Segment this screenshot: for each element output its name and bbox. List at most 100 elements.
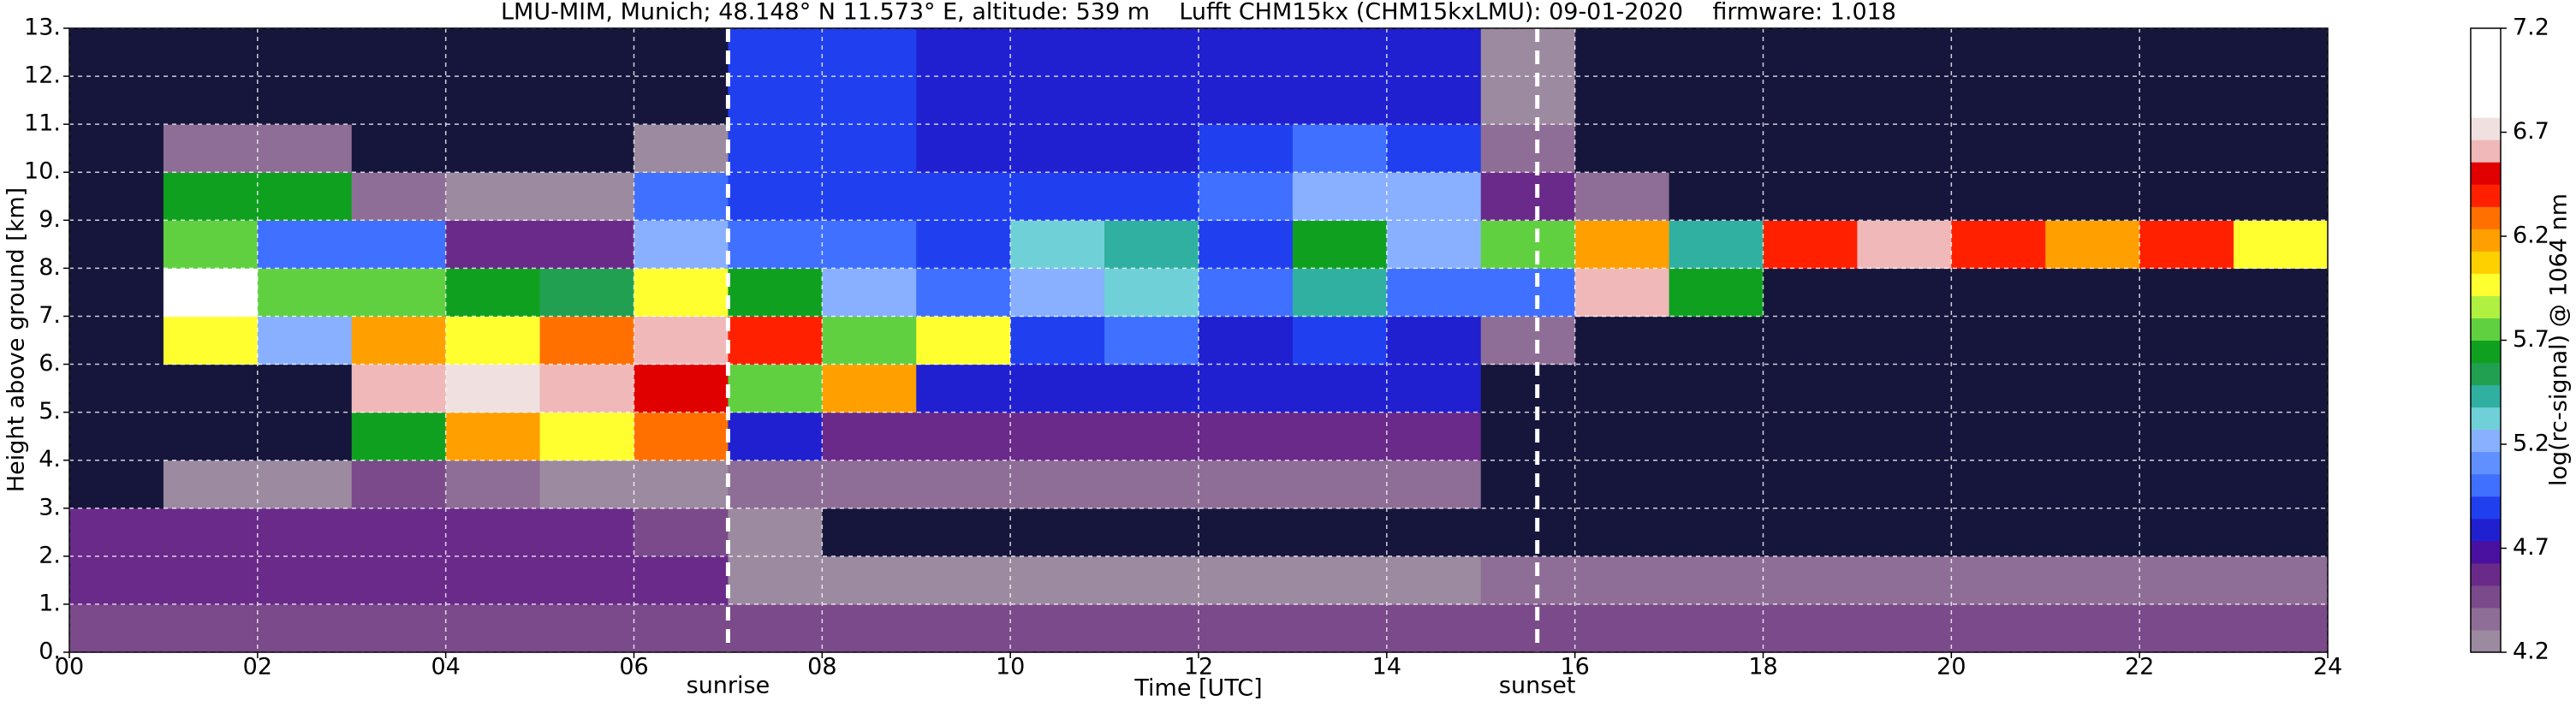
heatmap-cell [351,508,447,557]
heatmap-cell [539,76,634,125]
x-tick-label: 08 [807,654,836,680]
heatmap-cell [1574,124,1670,173]
colorbar-tick-label: 5.2 [2513,431,2549,457]
y-tick-label: 13. [24,15,61,41]
heatmap-cell [69,556,164,605]
heatmap-cell [1292,76,1388,125]
colorbar-segment [2471,251,2501,274]
heatmap-cell [539,508,634,557]
colorbar-segment [2471,473,2501,497]
heatmap-cell [2234,603,2329,653]
heatmap-cell [1199,364,1294,413]
heatmap-cell [728,412,823,461]
heatmap-cell [2139,556,2234,605]
heatmap-cell [69,603,164,653]
heatmap-cell [1480,28,1576,77]
heatmap-cell [1199,28,1294,77]
heatmap-cell [1010,268,1105,317]
heatmap-cell [351,412,447,461]
heatmap-cell [1763,220,1858,269]
heatmap-cell [916,124,1011,173]
x-tick-label: 12 [1184,654,1213,680]
heatmap-cell [2139,364,2234,413]
heatmap-cell [1763,76,1858,125]
heatmap-cell [1199,172,1294,221]
heatmap-cell [1574,28,1670,77]
annotation-label: sunrise [687,673,770,699]
heatmap-cell [1010,124,1105,173]
heatmap-cell [539,28,634,77]
heatmap-cell [351,364,447,413]
heatmap-cell [445,460,541,509]
heatmap-cell [916,603,1011,653]
y-tick-label: 0. [39,639,61,665]
heatmap-cell [69,364,164,413]
heatmap-cell [1763,124,1858,173]
heatmap-cell [822,76,917,125]
heatmap-cell [916,76,1011,125]
heatmap-cell [257,28,353,77]
heatmap-cell [1857,364,1952,413]
heatmap-cell [634,268,729,317]
heatmap-cell [445,508,541,557]
heatmap-cell [1951,412,2046,461]
colorbar-segment [2471,496,2501,520]
heatmap-cell [1386,124,1482,173]
heatmap-cell [2234,508,2329,557]
heatmap-cell [1857,603,1952,653]
heatmap-cell [1199,508,1294,557]
heatmap-cell [822,460,917,509]
heatmap-cell [1480,508,1576,557]
heatmap-cell [1480,412,1576,461]
heatmap-cell [634,364,729,413]
colorbar-segment [2471,451,2501,475]
heatmap-cell [1669,603,1764,653]
heatmap-cell [1857,556,1952,605]
heatmap-cell [1669,556,1764,605]
heatmap-cell [1951,124,2046,173]
heatmap-cell [1763,364,1858,413]
y-tick-label: 10. [24,158,61,185]
heatmap-cell [916,412,1011,461]
heatmap-cell [539,603,634,653]
heatmap-cell [1104,76,1199,125]
heatmap-cell [351,172,447,221]
colorbar-segment [2471,429,2501,453]
heatmap-cell [2045,268,2140,317]
y-tick-label: 12. [24,62,61,89]
heatmap-cell [1669,364,1764,413]
heatmap-cell [351,460,447,509]
heatmap-cell [822,316,917,365]
heatmap-cell [1574,268,1670,317]
colorbar-segment [2471,629,2501,653]
heatmap-cell [1480,556,1576,605]
heatmap-cell [69,508,164,557]
colorbar-segment [2471,162,2501,185]
heatmap-cell [163,364,259,413]
heatmap-cell [1104,460,1199,509]
heatmap-cell [445,172,541,221]
heatmap-cell [1292,124,1388,173]
heatmap-cell [634,460,729,509]
heatmap-cell [1480,220,1576,269]
colorbar-segment [2471,117,2501,140]
heatmap-cell [257,76,353,125]
heatmap-cell [163,603,259,653]
heatmap-cell [257,412,353,461]
heatmap-cell [2234,124,2329,173]
y-tick-label: 6. [39,350,61,377]
heatmap-cell [1104,412,1199,461]
heatmap-cell [1763,28,1858,77]
heatmap-cell [1574,508,1670,557]
heatmap-cell [1857,28,1952,77]
colorbar-segment [2471,273,2501,296]
x-tick-label: 02 [243,654,272,680]
heatmap-cell [69,460,164,509]
heatmap-cell [728,76,823,125]
heatmap-cell [539,412,634,461]
heatmap-cell [1669,412,1764,461]
heatmap-cell [1104,508,1199,557]
colorbar-tick-label: 4.2 [2513,639,2549,665]
heatmap-cell [257,268,353,317]
heatmap-cell [634,412,729,461]
